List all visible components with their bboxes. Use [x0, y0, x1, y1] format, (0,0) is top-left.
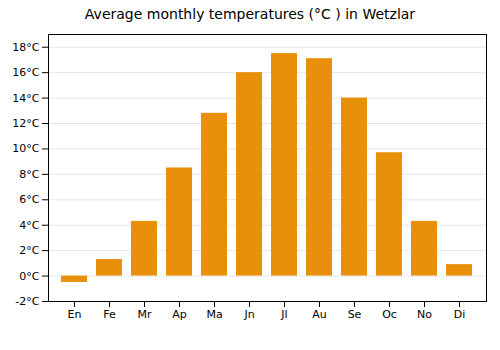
svg-text:8°C: 8°C [19, 168, 39, 181]
svg-text:Mr: Mr [137, 308, 151, 321]
svg-text:Au: Au [312, 308, 327, 321]
svg-text:18°C: 18°C [12, 41, 39, 54]
svg-text:10°C: 10°C [12, 142, 39, 155]
svg-text:Ap: Ap [172, 308, 187, 321]
svg-text:16°C: 16°C [12, 66, 39, 79]
svg-text:No: No [417, 308, 432, 321]
svg-text:Di: Di [454, 308, 466, 321]
svg-text:-2°C: -2°C [15, 295, 39, 308]
svg-text:6°C: 6°C [19, 193, 39, 206]
svg-text:4°C: 4°C [19, 219, 39, 232]
svg-text:Oc: Oc [382, 308, 397, 321]
svg-text:Jl: Jl [280, 308, 287, 321]
svg-text:2°C: 2°C [19, 244, 39, 257]
svg-text:Jn: Jn [243, 308, 254, 321]
svg-text:Fe: Fe [103, 308, 116, 321]
svg-text:Se: Se [348, 308, 362, 321]
svg-text:0°C: 0°C [19, 270, 39, 283]
svg-text:12°C: 12°C [12, 117, 39, 130]
html-text:Average monthly temperatures (: Average monthly temperatures (°C ) in We… [84, 6, 416, 22]
svg-text:Ma: Ma [206, 308, 222, 321]
svg-text:14°C: 14°C [12, 92, 39, 105]
svg-text:En: En [68, 308, 82, 321]
